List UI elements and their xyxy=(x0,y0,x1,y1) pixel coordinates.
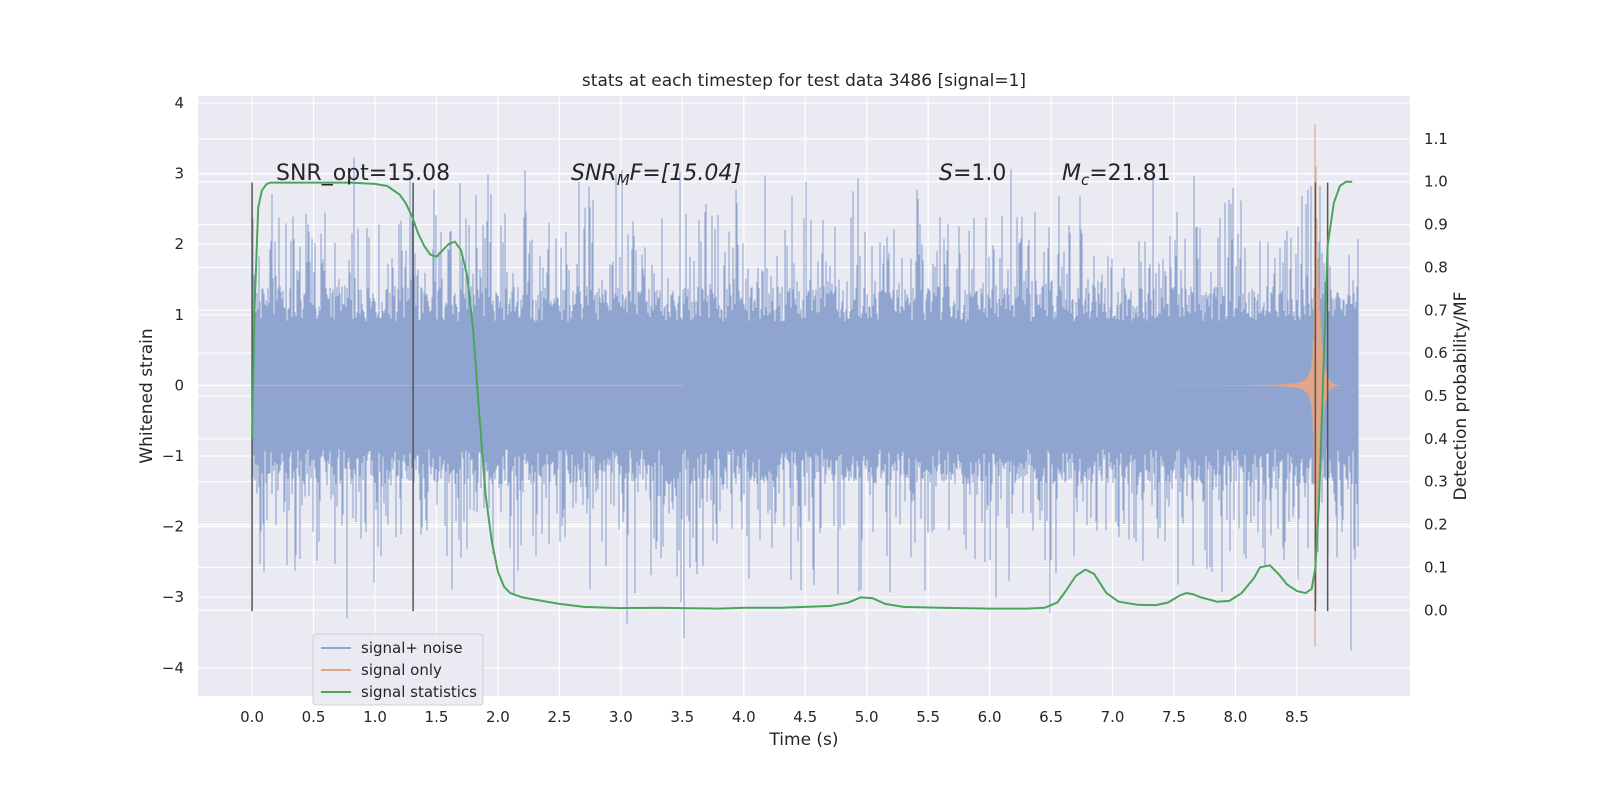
x-tick-label: 6.0 xyxy=(978,708,1002,726)
y-right-tick-label: 0.2 xyxy=(1424,516,1448,534)
x-tick-label: 6.5 xyxy=(1039,708,1063,726)
x-tick-label: 8.0 xyxy=(1224,708,1248,726)
y-axis-left-ticks: −4 −3 −2 −1 0 1 2 3 4 xyxy=(162,94,184,677)
legend-box xyxy=(312,633,484,706)
x-tick-label: 2.5 xyxy=(547,708,571,726)
y-left-tick-label: −4 xyxy=(162,659,184,677)
x-axis-label: Time (s) xyxy=(768,730,838,750)
y-right-tick-label: 0.3 xyxy=(1424,473,1448,491)
y-right-tick-label: 0.7 xyxy=(1424,301,1448,319)
annotation-mc: Mc=21.81 xyxy=(1062,161,1171,189)
y-right-tick-label: 0.6 xyxy=(1424,344,1448,362)
legend-label-signal: signal only xyxy=(361,661,442,679)
y-right-tick-label: 0.0 xyxy=(1424,601,1448,619)
x-tick-label: 4.0 xyxy=(732,708,756,726)
y-left-tick-label: −2 xyxy=(162,518,184,536)
legend: signal+ noise signal only signal statist… xyxy=(312,633,484,706)
x-tick-label: 2.0 xyxy=(486,708,510,726)
x-tick-label: 1.0 xyxy=(363,708,387,726)
y-left-tick-label: 4 xyxy=(174,94,184,112)
y-right-tick-label: 0.8 xyxy=(1424,258,1448,276)
x-tick-label: 7.5 xyxy=(1162,708,1186,726)
x-tick-label: 3.5 xyxy=(670,708,694,726)
legend-label-noise: signal+ noise xyxy=(361,639,463,657)
annotation-s: S=1.0 xyxy=(939,161,1006,186)
y-right-tick-label: 0.5 xyxy=(1424,387,1448,405)
y-left-tick-label: 2 xyxy=(174,235,184,253)
series-signal-statistics xyxy=(251,180,1353,610)
y-left-tick-label: 1 xyxy=(174,306,184,324)
y-left-tick-label: 3 xyxy=(174,165,184,183)
y-right-tick-label: 1.0 xyxy=(1424,173,1448,191)
x-tick-label: 4.5 xyxy=(793,708,817,726)
annotation-snr-opt: SNR_opt=15.08 xyxy=(276,161,450,186)
y-axis-right-label: Detection probability/MF xyxy=(1451,292,1471,501)
y-left-tick-label: −3 xyxy=(162,588,184,606)
x-tick-label: 8.5 xyxy=(1285,708,1309,726)
y-axis-left-label: Whitened strain xyxy=(137,328,157,463)
chart-title: stats at each timestep for test data 348… xyxy=(582,71,1026,91)
y-right-tick-label: 0.4 xyxy=(1424,430,1448,448)
y-right-tick-label: 1.1 xyxy=(1424,130,1448,148)
y-left-tick-label: −1 xyxy=(162,447,184,465)
statistics-line xyxy=(251,180,1353,610)
x-axis-ticks: 0.0 0.5 1.0 1.5 2.0 2.5 3.0 3.5 4.0 4.5 5.0 5.5 6.0 6… xyxy=(240,708,1309,726)
x-tick-label: 0.0 xyxy=(240,708,264,726)
x-tick-label: 1.5 xyxy=(425,708,449,726)
x-tick-label: 3.0 xyxy=(609,708,633,726)
y-axis-right-ticks: 0.0 0.1 0.2 0.3 0.4 0.5 0.6 0.7 0.8 0.9 1.0 1.1 xyxy=(1424,130,1448,619)
y-left-tick-label: 0 xyxy=(174,376,184,394)
legend-label-stats: signal statistics xyxy=(361,683,477,701)
x-tick-label: 0.5 xyxy=(302,708,326,726)
x-tick-label: 7.0 xyxy=(1101,708,1125,726)
y-right-tick-label: 0.9 xyxy=(1424,216,1448,234)
x-tick-label: 5.5 xyxy=(916,708,940,726)
annotation-snr-mf: SNRMF=[15.04] xyxy=(571,161,741,189)
x-tick-label: 5.0 xyxy=(855,708,879,726)
y-right-tick-label: 0.1 xyxy=(1424,558,1448,576)
